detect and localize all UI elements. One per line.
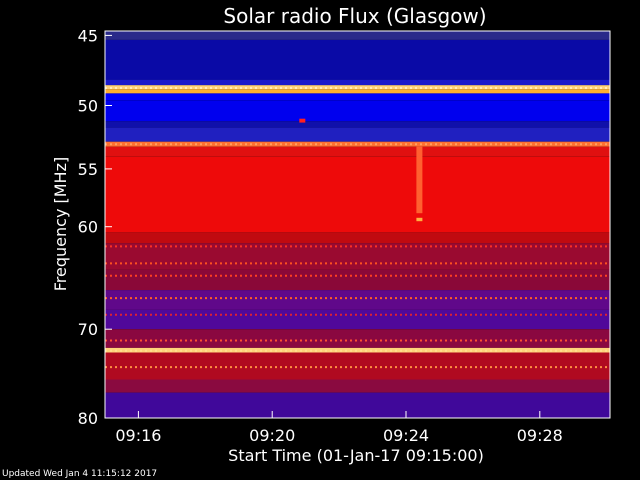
heatmap-band <box>105 146 610 157</box>
y-axis: 45 50 55 60 70 80 <box>78 26 112 428</box>
stripe-layer <box>105 87 610 369</box>
heatmap-band <box>105 156 610 233</box>
heatmap-band <box>105 121 610 128</box>
y-tick-label: 45 <box>78 26 98 45</box>
x-tick-label: 09:28 <box>517 426 563 445</box>
heatmap-band <box>105 141 610 147</box>
heatmap-band <box>105 100 610 122</box>
heatmap-band <box>105 347 610 353</box>
chart-title: Solar radio Flux (Glasgow) <box>223 4 486 28</box>
heatmap-band <box>105 290 610 310</box>
burst-feature <box>299 118 306 123</box>
heatmap-band <box>105 127 610 142</box>
feature-layer <box>299 118 423 222</box>
y-tick-label: 60 <box>78 218 98 237</box>
heatmap-band <box>105 309 610 330</box>
heatmap-band <box>105 79 610 86</box>
heatmap-band <box>105 269 610 291</box>
heatmap-band <box>105 243 610 270</box>
x-tick-label: 09:20 <box>249 426 295 445</box>
x-axis: 09:16 09:20 09:24 09:28 <box>115 411 563 445</box>
heatmap-band <box>105 232 610 244</box>
y-tick-label: 50 <box>78 97 98 116</box>
heatmap-band <box>105 392 610 418</box>
heatmap-band <box>105 31 610 40</box>
heatmap-band <box>105 93 610 101</box>
y-tick-label: 70 <box>78 320 98 339</box>
burst-feature <box>416 217 423 222</box>
y-axis-label: Frequency [MHz] <box>51 157 70 291</box>
plot-frame <box>104 30 611 419</box>
heatmap-band <box>105 352 610 380</box>
x-tick-label: 09:16 <box>115 426 161 445</box>
x-axis-label: Start Time (01-Jan-17 09:15:00) <box>228 446 484 465</box>
y-tick-label: 55 <box>78 160 98 179</box>
x-tick-label: 09:24 <box>383 426 429 445</box>
updated-timestamp: Updated Wed Jan 4 11:15:12 2017 <box>2 469 158 479</box>
heatmap-band <box>105 89 610 94</box>
heatmap-area <box>105 31 610 418</box>
heatmap-band <box>105 39 610 80</box>
y-tick-label: 80 <box>78 409 98 428</box>
burst-feature <box>416 146 423 214</box>
heatmap-band <box>105 85 610 90</box>
heatmap-band <box>105 329 610 348</box>
heatmap-band <box>105 379 610 393</box>
